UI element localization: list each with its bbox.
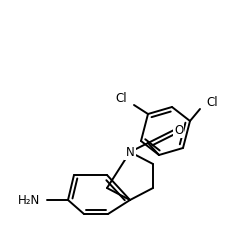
Text: H₂N: H₂N bbox=[18, 194, 40, 206]
Text: N: N bbox=[125, 145, 134, 158]
Text: Cl: Cl bbox=[205, 95, 217, 108]
Text: O: O bbox=[173, 123, 183, 137]
Text: Cl: Cl bbox=[115, 92, 126, 106]
